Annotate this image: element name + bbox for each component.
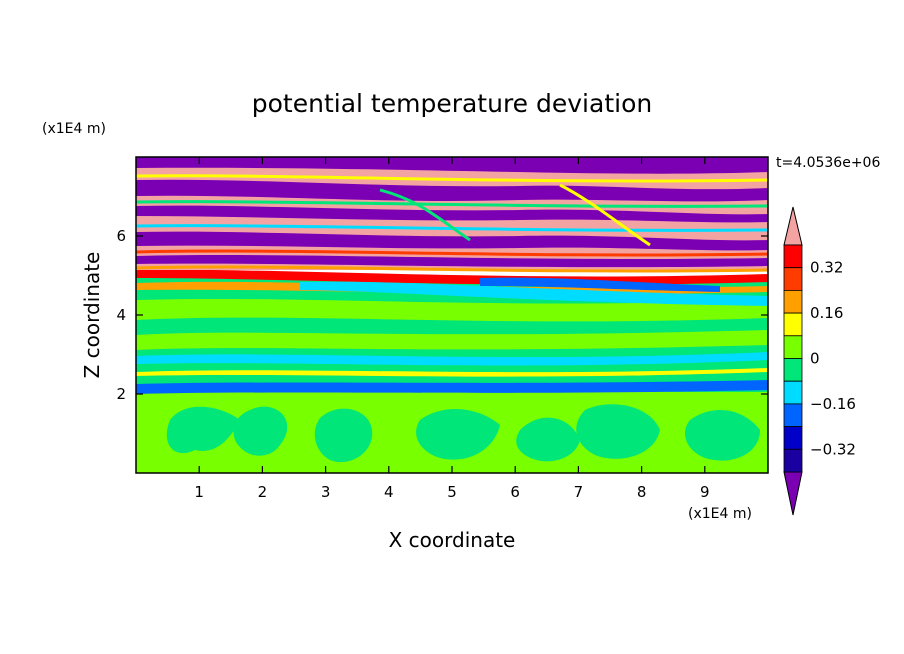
contour-lines xyxy=(136,174,768,273)
x-tick-label: 9 xyxy=(700,483,710,501)
x-tick-label: 1 xyxy=(194,483,204,501)
band-blue xyxy=(480,277,720,292)
colorbar-swatch xyxy=(783,403,803,427)
eddy xyxy=(416,409,500,460)
y-axis-unit: (x1E4 m) xyxy=(42,121,106,137)
x-tick-label: 5 xyxy=(447,483,457,501)
eddy xyxy=(314,408,373,463)
band-blue xyxy=(136,380,768,394)
colorbar-swatch xyxy=(783,380,803,405)
colorbar: 0.32 0.16 0 −0.16 −0.32 xyxy=(783,206,856,516)
time-label: t=4.0536e+06 xyxy=(776,155,880,171)
x-tick-label: 6 xyxy=(510,483,520,501)
colorbar-swatch xyxy=(783,244,803,269)
colorbar-label: −0.32 xyxy=(810,440,856,458)
eddy xyxy=(233,406,288,456)
band-purple xyxy=(136,255,768,268)
colorbar-swatch xyxy=(783,335,803,359)
colorbar-extend-high xyxy=(783,206,803,246)
band-cyan xyxy=(136,352,768,366)
band-purple xyxy=(136,231,768,251)
band-light xyxy=(136,298,768,322)
x-axis-label: X coordinate xyxy=(389,528,516,552)
colorbar-swatch xyxy=(783,312,803,337)
x-tick-label: 7 xyxy=(574,483,584,501)
band-purple xyxy=(136,157,768,174)
x-axis-unit: (x1E4 m) xyxy=(688,506,752,522)
contour-field xyxy=(136,157,768,473)
colorbar-label: −0.16 xyxy=(810,395,856,413)
y-axis-label: Z coordinate xyxy=(80,252,104,379)
colorbar-swatch xyxy=(783,358,803,382)
x-axis: 1 2 3 4 5 6 7 8 9 xyxy=(194,157,710,501)
colorbar-swatch xyxy=(783,267,803,291)
eddy xyxy=(576,404,660,459)
y-axis: 2 4 6 xyxy=(116,227,768,403)
colorbar-label: 0.16 xyxy=(810,304,843,322)
x-tick-label: 2 xyxy=(258,483,268,501)
eddy xyxy=(166,406,240,454)
eddy xyxy=(685,409,760,461)
y-tick-label: 6 xyxy=(116,227,126,245)
band-purple xyxy=(136,179,768,202)
x-tick-label: 3 xyxy=(321,483,331,501)
eddy xyxy=(516,417,580,462)
y-tick-label: 4 xyxy=(116,306,126,324)
colorbar-swatch xyxy=(783,448,803,473)
y-tick-label: 2 xyxy=(116,385,126,403)
band-light xyxy=(136,330,768,350)
eddy-group xyxy=(166,404,760,463)
colorbar-extend-low xyxy=(783,471,803,516)
x-tick-label: 4 xyxy=(384,483,394,501)
x-tick-label: 8 xyxy=(637,483,647,501)
band-cyan xyxy=(300,281,768,306)
chart-title: potential temperature deviation xyxy=(252,89,652,118)
colorbar-swatch xyxy=(783,289,803,314)
colorbar-swatch xyxy=(783,426,803,450)
colorbar-label: 0.32 xyxy=(810,259,843,277)
colorbar-label: 0 xyxy=(810,350,820,368)
band-yellow xyxy=(136,368,768,377)
